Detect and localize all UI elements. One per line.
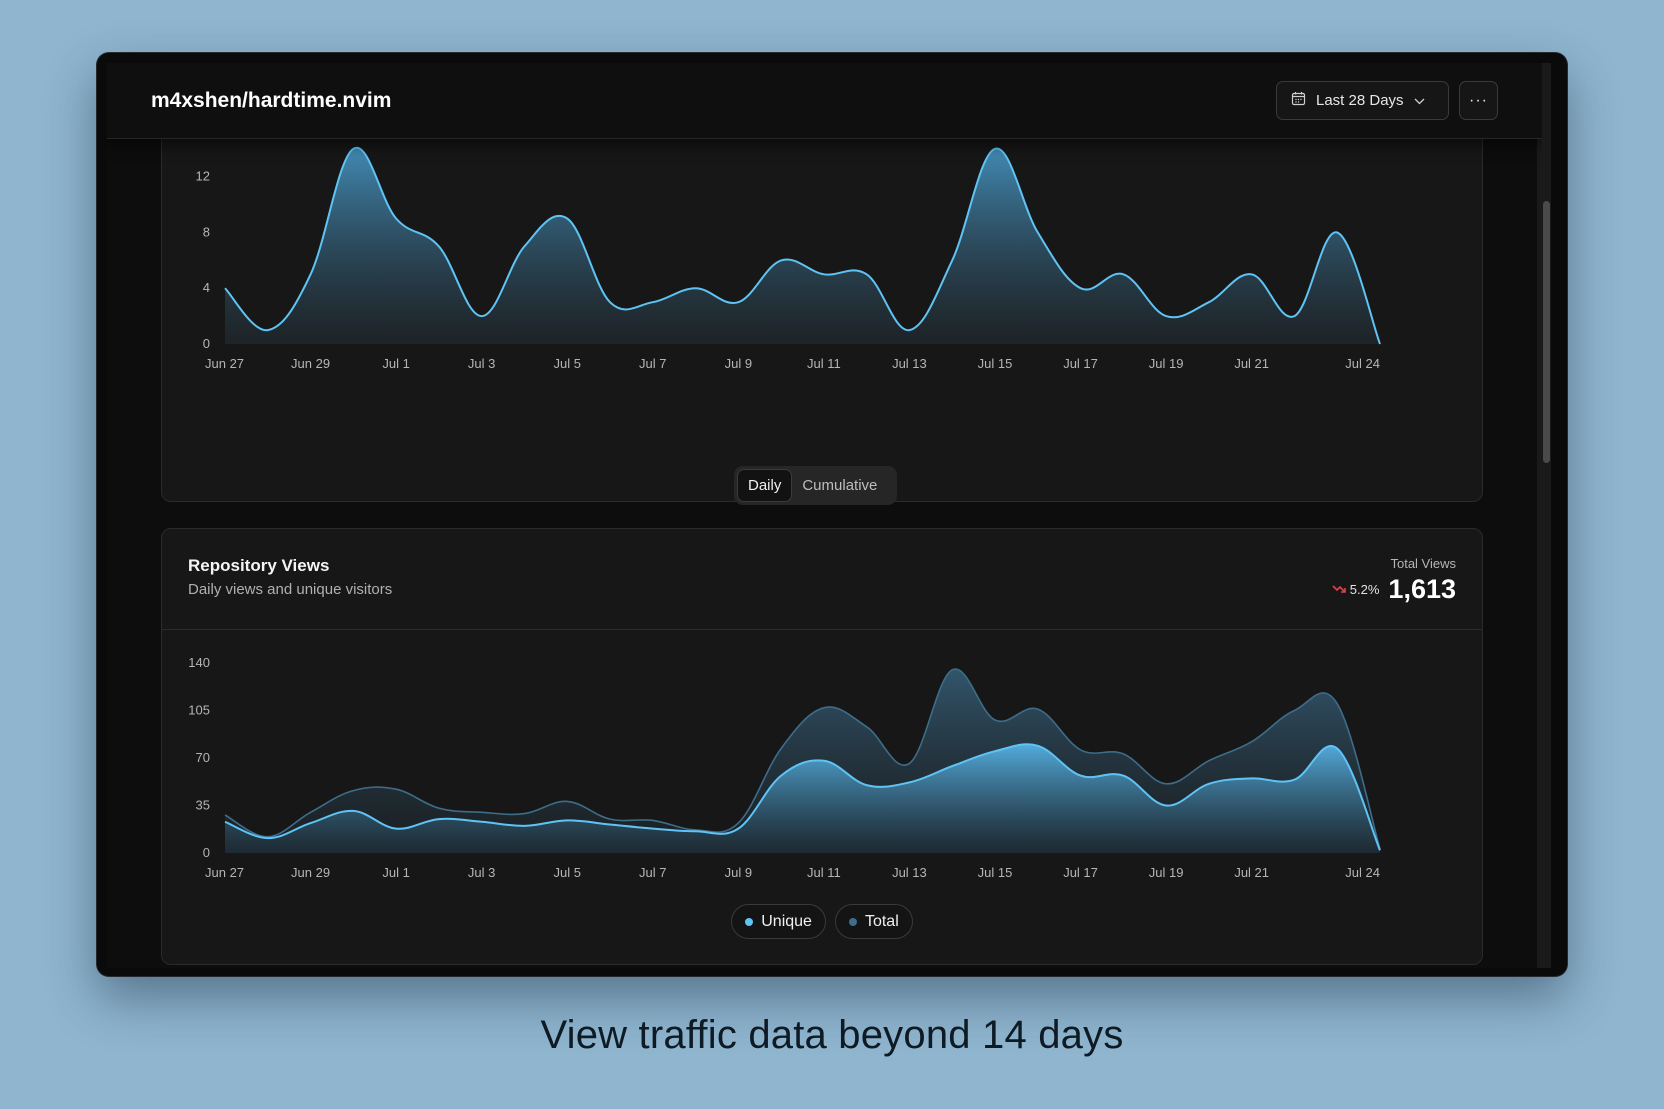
promo-caption: View traffic data beyond 14 days xyxy=(540,1013,1124,1057)
toggle-cumulative[interactable]: Cumulative xyxy=(802,477,878,494)
y-tick-label: 105 xyxy=(188,703,210,718)
y-tick-label: 35 xyxy=(196,798,210,813)
x-tick-label: Jul 3 xyxy=(468,356,495,371)
top-bar: m4xshen/hardtime.nvim Last 28 Days ··· xyxy=(107,63,1542,139)
x-tick-label: Jul 13 xyxy=(892,865,927,880)
repo-title: m4xshen/hardtime.nvim xyxy=(151,89,392,112)
x-tick-label: Jul 19 xyxy=(1149,865,1184,880)
x-tick-label: Jul 9 xyxy=(725,865,752,880)
daily-cumulative-toggle: Daily Cumulative xyxy=(734,466,897,505)
scrollbar-track[interactable] xyxy=(1537,63,1551,968)
x-tick-label: Jul 11 xyxy=(807,865,841,880)
date-range-label: Last 28 Days xyxy=(1316,92,1404,109)
x-tick-label: Jul 1 xyxy=(382,865,409,880)
x-tick-label: Jul 15 xyxy=(978,356,1013,371)
chevron-down-icon xyxy=(1414,92,1425,110)
app-content: 0 4 8 12 Jun 27 Jun 29 Jul 1 Jul 3 Jul 5 Jul 7 Jul… xyxy=(107,63,1542,968)
x-tick-label: Jul 7 xyxy=(639,865,666,880)
views-title: Repository Views xyxy=(188,556,330,575)
x-tick-label: Jul 11 xyxy=(807,356,841,371)
views-subtitle: Daily views and unique visitors xyxy=(188,581,393,598)
x-tick-label: Jul 15 xyxy=(978,865,1013,880)
views-legend: Unique Total xyxy=(162,904,1482,939)
y-tick-label: 0 xyxy=(203,336,210,351)
total-views-row: 5.2% 1,613 xyxy=(1332,574,1456,605)
x-tick-label: Jul 7 xyxy=(639,356,666,371)
card-divider xyxy=(162,629,1482,630)
x-tick-label: Jul 24 xyxy=(1345,865,1380,880)
x-tick-label: Jun 29 xyxy=(291,865,330,880)
legend-unique[interactable]: Unique xyxy=(731,904,826,939)
x-tick-label: Jul 1 xyxy=(382,356,409,371)
views-card: Repository Views Daily views and unique … xyxy=(161,528,1483,965)
legend-total[interactable]: Total xyxy=(834,904,913,939)
x-tick-label: Jul 5 xyxy=(553,865,580,880)
trend-down-icon xyxy=(1332,581,1346,599)
total-views-value: 1,613 xyxy=(1388,574,1456,604)
y-tick-label: 8 xyxy=(203,224,210,239)
clones-chart: 0 4 8 12 Jun 27 Jun 29 Jul 1 Jul 3 Jul 5 Jul 7 Jul… xyxy=(196,146,1381,371)
series-line-daily xyxy=(224,146,1381,345)
legend-total-label: Total xyxy=(864,912,899,930)
unique-dot-icon xyxy=(745,917,754,926)
total-dot-icon xyxy=(848,917,857,926)
x-tick-label: Jun 27 xyxy=(205,865,244,880)
more-options-button[interactable]: ··· xyxy=(1459,81,1498,120)
x-tick-label: Jul 13 xyxy=(892,356,927,371)
date-range-button[interactable]: Last 28 Days xyxy=(1276,81,1449,120)
legend-unique-label: Unique xyxy=(761,912,812,930)
total-views-label: Total Views xyxy=(1390,556,1456,571)
x-tick-label: Jul 19 xyxy=(1149,356,1184,371)
series-line-total xyxy=(224,668,1381,850)
x-tick-label: Jun 27 xyxy=(205,356,244,371)
x-tick-label: Jul 3 xyxy=(468,865,495,880)
y-tick-label: 140 xyxy=(188,655,210,670)
x-tick-label: Jul 5 xyxy=(553,356,580,371)
x-tick-label: Jul 17 xyxy=(1063,356,1098,371)
x-tick-label: Jul 24 xyxy=(1345,356,1380,371)
scrollbar-thumb[interactable] xyxy=(1543,201,1550,463)
x-tick-label: Jun 29 xyxy=(291,356,330,371)
app-window: 0 4 8 12 Jun 27 Jun 29 Jul 1 Jul 3 Jul 5 Jul 7 Jul… xyxy=(97,53,1567,976)
x-tick-label: Jul 17 xyxy=(1063,865,1098,880)
series-line-unique xyxy=(224,743,1381,851)
y-tick-label: 70 xyxy=(196,750,210,765)
x-tick-label: Jul 9 xyxy=(725,356,752,371)
x-tick-label: Jul 21 xyxy=(1234,356,1269,371)
y-tick-label: 4 xyxy=(203,280,210,295)
y-tick-label: 12 xyxy=(196,169,210,184)
clones-card: 0 4 8 12 Jun 27 Jun 29 Jul 1 Jul 3 Jul 5 Jul 7 Jul… xyxy=(161,103,1483,502)
views-change-percent: 5.2% xyxy=(1349,582,1380,597)
views-chart: 0 35 70 105 140 Jun 27 Jun 29 Jul 1 Jul 3 Jul 5 Ju… xyxy=(188,655,1381,880)
toggle-daily[interactable]: Daily xyxy=(737,469,793,502)
x-tick-label: Jul 21 xyxy=(1234,865,1269,880)
y-tick-label: 0 xyxy=(203,845,210,860)
series-area-daily xyxy=(225,147,1380,344)
calendar-icon xyxy=(1291,91,1306,111)
